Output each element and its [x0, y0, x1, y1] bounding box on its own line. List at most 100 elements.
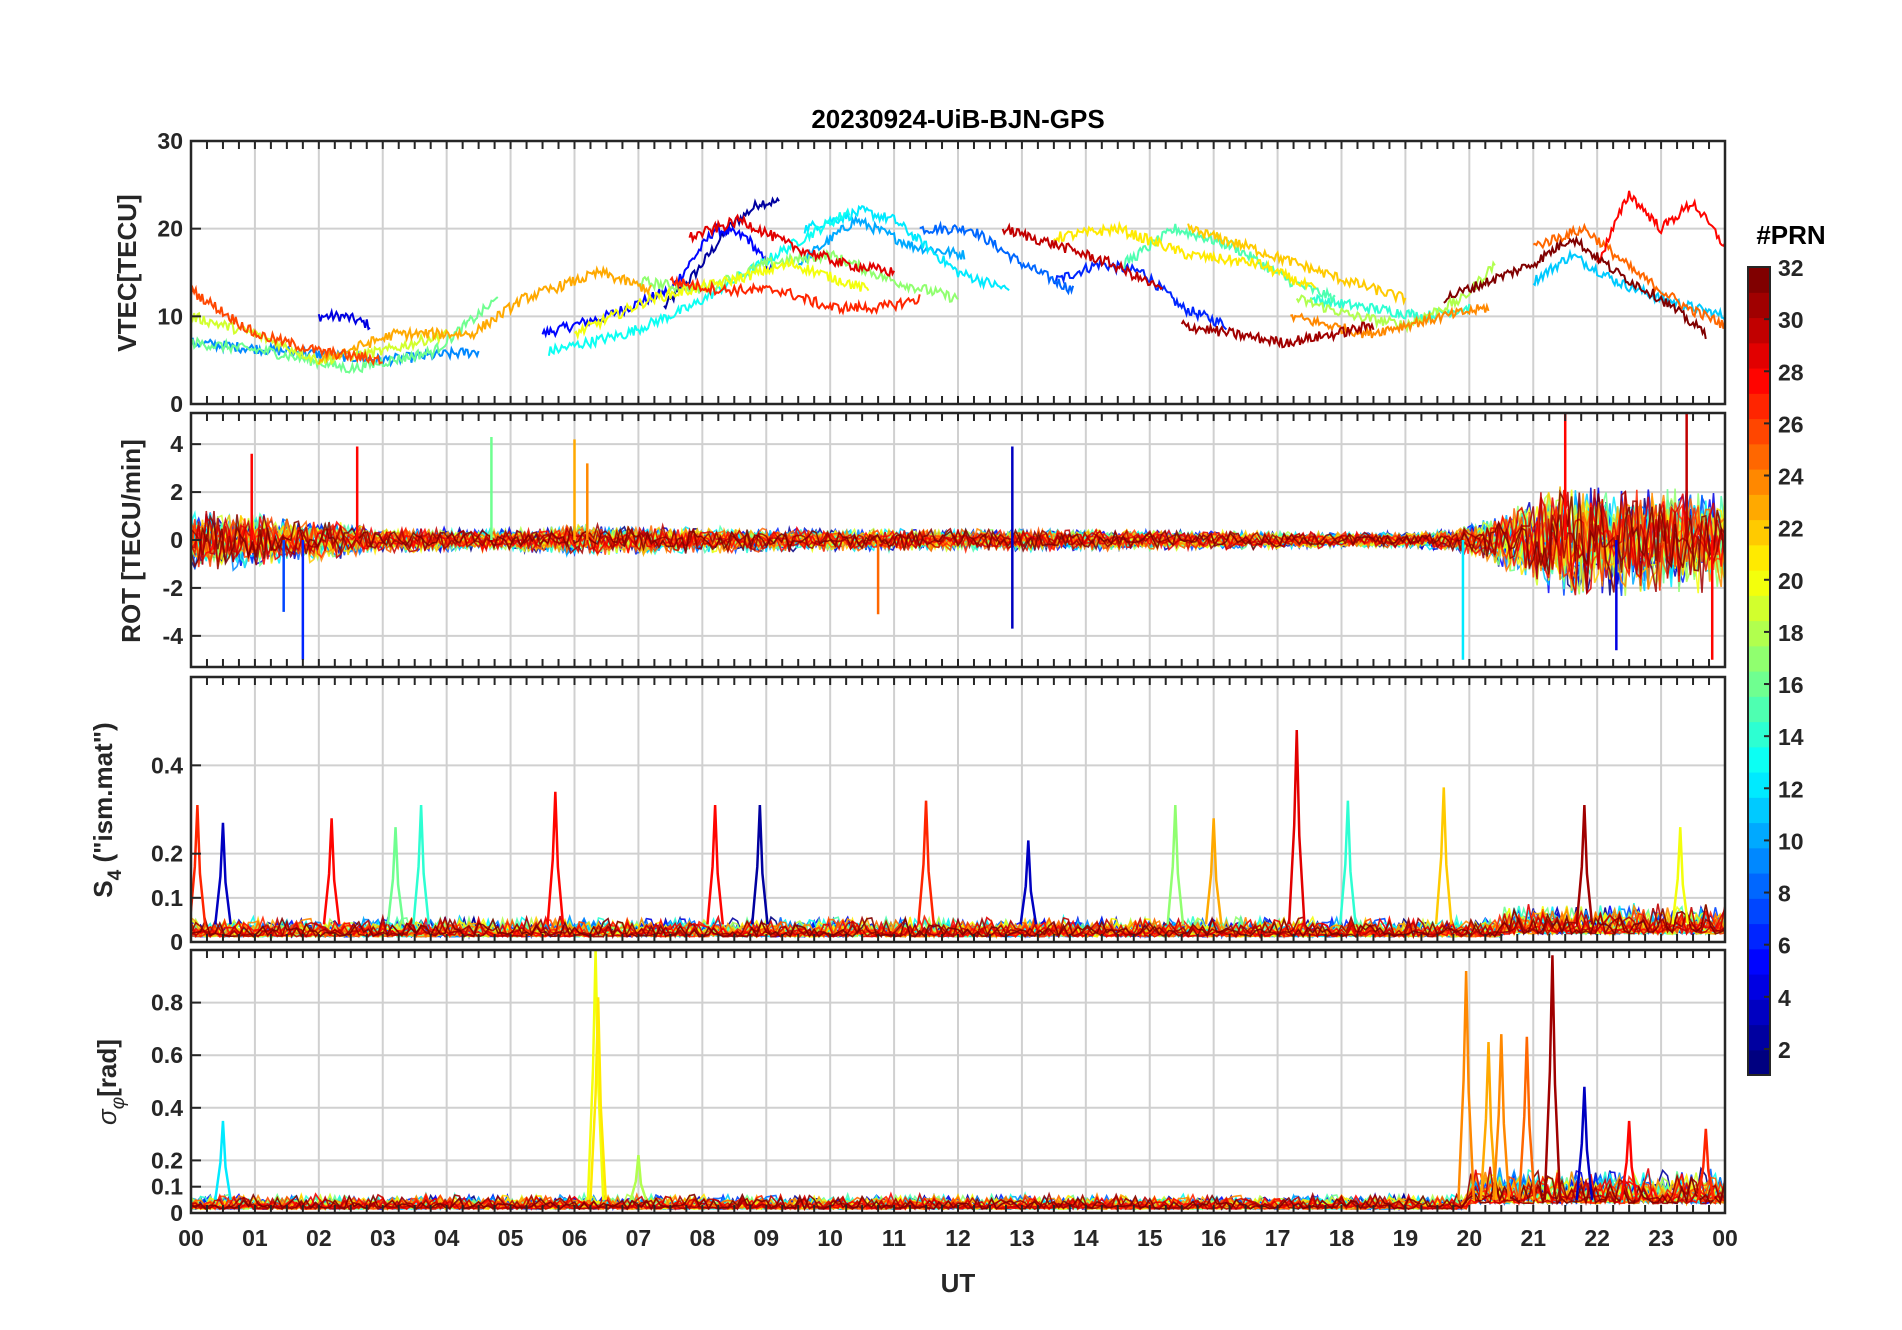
colorbar-band: [1748, 544, 1770, 571]
vtec-series-prn-22: [1187, 223, 1407, 306]
x-tick-label: 00: [178, 1225, 204, 1251]
colorbar-band: [1748, 342, 1770, 369]
colorbar-tick-label: 2: [1778, 1037, 1791, 1063]
colorbar-band: [1748, 494, 1770, 521]
x-tick-label: 04: [434, 1225, 460, 1251]
vtec-series-prn-25: [1532, 222, 1725, 329]
vtec-series-prn-6: [1053, 257, 1228, 331]
x-tick-label: 09: [753, 1225, 779, 1251]
sigma-phi-peak-prn-20: [586, 950, 605, 1200]
x-tick-label: 11: [882, 1225, 907, 1251]
rot-y-tick-label: -4: [163, 623, 184, 649]
s4-frame: [189, 675, 1727, 944]
vtec-series-prn-16: [191, 296, 499, 374]
rot-y-tick-label: -2: [163, 575, 183, 601]
s4-ylabel-tail: ("ism.mat"): [88, 722, 118, 869]
sigma-phi-peak-prn-12: [214, 1120, 232, 1201]
x-tick-label: 02: [306, 1225, 332, 1251]
vtec-y-ticks: 0 10 20 30: [157, 128, 183, 417]
s4-y-ticks: 0 0.1 0.2 0.4: [151, 752, 183, 955]
colorbar-band: [1748, 898, 1770, 925]
s4-peak-prn-29: [1287, 729, 1306, 925]
x-axis-tick-labels: 00 01 02 03 04 05 06 07 08 09 10 11 12 13 14 15 16 17 18 19…: [178, 1225, 1738, 1251]
colorbar-band: [1748, 595, 1770, 622]
x-tick-label: 14: [1073, 1225, 1099, 1251]
colorbar-tick-label: 10: [1778, 828, 1804, 854]
colorbar-band: [1748, 469, 1770, 495]
vtec-series-layer: [191, 190, 1725, 374]
panel-s4: 0 0.1 0.2 0.4 S4 ("ism.mat"): [88, 675, 1727, 955]
colorbar-band: [1748, 1024, 1770, 1051]
sigma-phi-y-tick-label: 0.6: [151, 1042, 183, 1068]
colorbar-band: [1748, 873, 1770, 899]
x-tick-label: 13: [1009, 1225, 1035, 1251]
vtec-series-prn-24: [1290, 302, 1490, 339]
colorbar-band: [1748, 847, 1770, 874]
sigma-phi-peak-prn-31: [1543, 955, 1562, 1200]
s4-peak-prn-3: [214, 822, 232, 925]
sigma-phi-peak-prn-25: [1517, 1036, 1536, 1200]
x-tick-label: 18: [1329, 1225, 1355, 1251]
colorbar-tick-label: 16: [1778, 672, 1804, 698]
x-tick-label: 12: [945, 1225, 971, 1251]
sigma-phi-ylabel-tail: [rad]: [92, 1039, 122, 1097]
s4-grid: [191, 677, 1725, 942]
colorbar-label: #PRN: [1756, 220, 1825, 250]
sigma-phi-peak-prn-24: [1457, 971, 1476, 1200]
colorbar-frame: [1747, 266, 1771, 1076]
colorbar-band: [1748, 923, 1770, 950]
s4-peak-prn-14: [412, 805, 431, 925]
s4-peak-prn-16: [386, 827, 405, 925]
s4-peak-prn-3: [1019, 840, 1038, 925]
vtec-y-tick-label: 30: [157, 128, 183, 154]
colorbar-band: [1748, 1049, 1770, 1076]
vtec-series-prn-28: [1596, 190, 1725, 264]
sigma-phi-peak-prn-24: [1492, 1034, 1511, 1200]
s4-series-prn-32: [191, 904, 1725, 940]
colorbar-band: [1748, 267, 1770, 293]
s4-peak-prn-28: [706, 805, 725, 925]
x-tick-label: 00: [1712, 1225, 1738, 1251]
rot-y-tick-label: 0: [170, 527, 183, 553]
colorbar-band: [1748, 822, 1770, 849]
panel-sigma-phi: 00.10.2 0.4 0.6 0.8 σφ[rad]: [92, 948, 1727, 1226]
vtec-series-prn-10: [797, 214, 966, 266]
colorbar-band: [1748, 519, 1770, 546]
s4-y-tick-label: 0.4: [151, 752, 183, 778]
vtec-y-axis-label: VTEC[TECU]: [112, 194, 142, 351]
vtec-series-prn-15: [1123, 223, 1336, 303]
x-tick-label: 06: [562, 1225, 588, 1251]
s4-peak-prn-28: [322, 818, 341, 925]
s4-peak-prn-14: [1338, 800, 1357, 925]
colorbar-tick-label: 24: [1778, 464, 1804, 490]
vtec-series-prn-29: [688, 213, 895, 277]
sigma-phi-y-tick-label: 0.2: [151, 1147, 183, 1173]
sigma-phi-y-ticks: 00.10.2 0.4 0.6 0.8: [151, 990, 183, 1226]
sigma-phi-y-tick-label: 0.8: [151, 990, 183, 1016]
colorbar-band: [1748, 948, 1770, 975]
colorbar-tick-label: 32: [1778, 255, 1804, 281]
colorbar-tick-label: 28: [1778, 359, 1804, 385]
rot-series-prn-31: [191, 489, 1725, 594]
sigma-phi-ylabel-sub: φ: [108, 1097, 129, 1109]
colorbar-band: [1748, 974, 1770, 1000]
vtec-series-prn-8: [919, 220, 1075, 296]
sigma-phi-y-axis-label: σφ[rad]: [92, 1039, 129, 1125]
rot-y-axis-label: ROT [TECU/min]: [116, 439, 146, 643]
s4-peak-prn-27: [917, 800, 935, 925]
x-tick-label: 21: [1520, 1225, 1546, 1251]
vtec-series-prn-17: [637, 247, 959, 303]
vtec-series-prn-21: [1053, 220, 1317, 291]
s4-peak-prn-17: [1166, 805, 1185, 925]
colorbar-tick-label: 4: [1778, 985, 1791, 1011]
colorbar-tick-label: 18: [1778, 620, 1804, 646]
colorbar-tick-label: 8: [1778, 881, 1791, 907]
vtec-series-prn-13: [547, 207, 851, 356]
sigma-phi-peak-prn-28: [1620, 1120, 1639, 1201]
x-tick-label: 23: [1648, 1225, 1674, 1251]
vtec-series-prn-26: [191, 284, 383, 367]
sigma-phi-peak-prn-18: [629, 1155, 648, 1201]
colorbar-band: [1748, 772, 1770, 798]
colorbar-band: [1748, 671, 1770, 697]
